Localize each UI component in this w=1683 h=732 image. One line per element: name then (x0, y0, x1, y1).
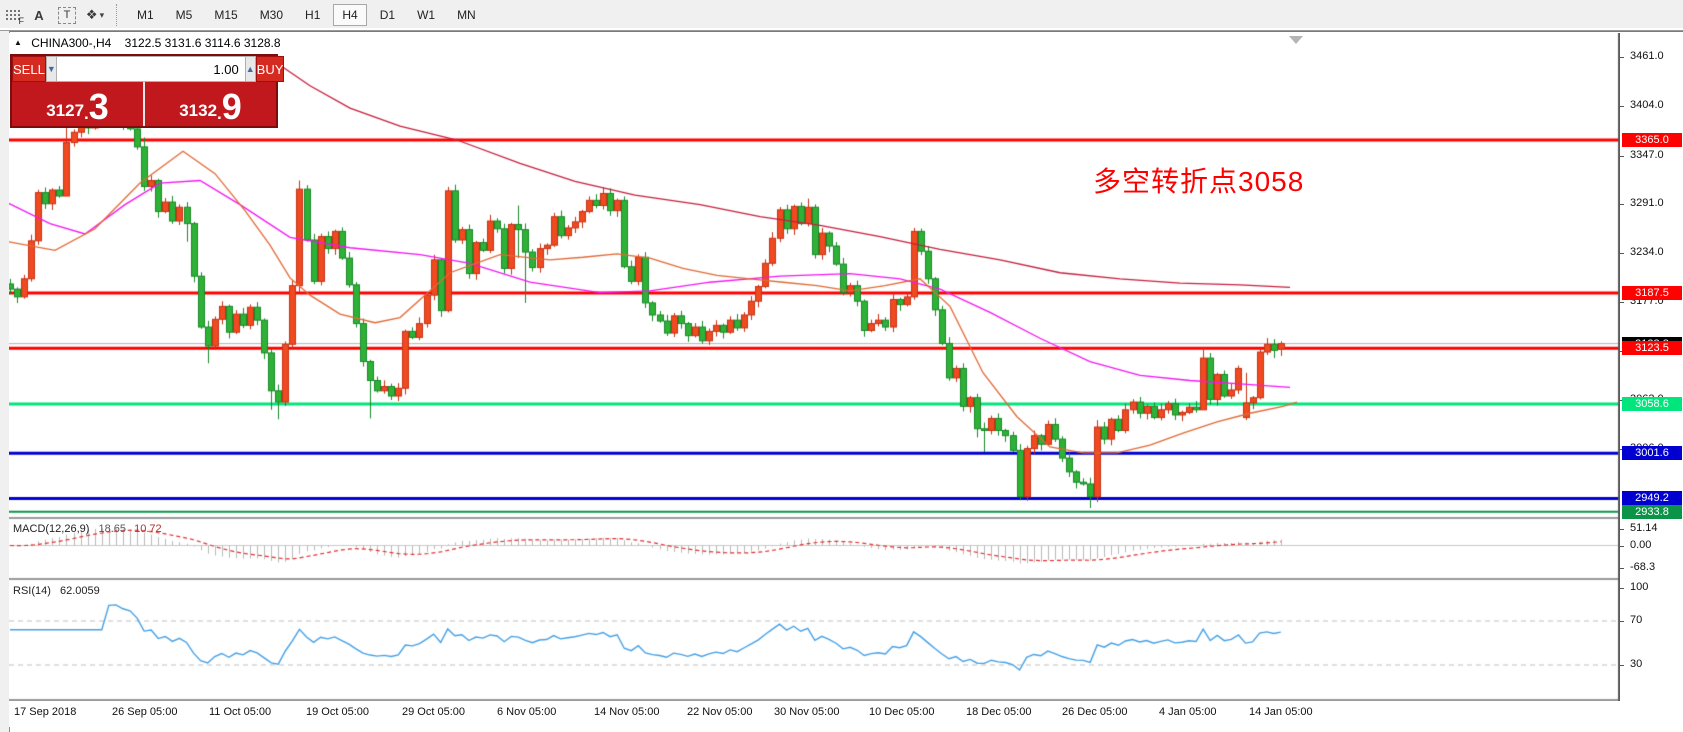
toolbar-separator (116, 4, 118, 26)
price-axis[interactable]: 3461.03404.03347.03291.03234.03177.03120… (1619, 33, 1683, 701)
volume-input[interactable] (56, 56, 245, 82)
macd-indicator-label: MACD(12,26,9) 18.65 10.72 (13, 523, 162, 535)
date-tick-label: 30 Nov 05:00 (774, 706, 840, 718)
symbol-period-label: CHINA300-,H4 (31, 36, 112, 50)
price-line-flag: 2933.8 (1622, 504, 1682, 519)
date-tick-label: 29 Oct 05:00 (402, 706, 465, 718)
date-tick-label: 22 Nov 05:00 (687, 706, 753, 718)
text-box-tool-icon[interactable]: T (58, 6, 76, 24)
date-tick-label: 11 Oct 05:00 (209, 706, 272, 718)
macd-name: MACD(12,26,9) (13, 523, 90, 535)
date-tick-label: 26 Dec 05:00 (1062, 706, 1128, 718)
timeframe-button-m1[interactable]: M1 (137, 8, 154, 22)
chart-title: ▲ CHINA300-,H4 3122.5 3131.6 3114.6 3128… (14, 36, 281, 50)
toolbar: F A T ❖ ▾ M1 M5 M15 M30 H1 H4 D1 W1 MN (0, 0, 1683, 31)
date-tick-label: 17 Sep 2018 (14, 706, 77, 718)
fibonacci-letter: F (18, 16, 25, 26)
sell-price-dot: . (84, 104, 89, 123)
collapse-arrow-icon[interactable]: ▲ (14, 38, 22, 47)
rsi-name: RSI(14) (13, 585, 51, 597)
price-line-flag: 2949.2 (1622, 491, 1682, 506)
axis-tick-label: 100 (1630, 581, 1649, 593)
date-tick-label: 6 Nov 05:00 (497, 706, 557, 718)
date-tick-label: 26 Sep 05:00 (112, 706, 178, 718)
date-tick-label: 19 Oct 05:00 (306, 706, 369, 718)
timeframe-button-w1[interactable]: W1 (417, 8, 436, 22)
date-tick-label: 4 Jan 05:00 (1159, 706, 1217, 718)
arrows-tool-icon[interactable]: ❖ ▾ (82, 3, 108, 27)
timeframe-button-m15[interactable]: M15 (214, 8, 238, 22)
date-tick-label: 10 Dec 05:00 (869, 706, 935, 718)
timeframe-button-h1[interactable]: H1 (305, 8, 321, 22)
arrows-glyph-icon: ❖ (85, 7, 98, 22)
sell-price-int: 3127 (46, 101, 85, 120)
axis-tick-label: 3461.0 (1630, 50, 1664, 63)
buy-price-button[interactable]: 3132 . 9 (145, 82, 276, 126)
chart-text-annotation: 多空转折点3058 (1093, 166, 1305, 197)
price-line-flag: 3187.5 (1622, 286, 1682, 300)
axis-tick-label: 0.00 (1630, 538, 1652, 551)
timeframe-button-h4[interactable]: H4 (333, 4, 367, 26)
fibonacci-tool-icon[interactable]: F (0, 3, 26, 27)
date-tick-label: 14 Jan 05:00 (1249, 706, 1313, 718)
sell-price-frac: 3 (88, 86, 109, 127)
buy-price-int: 3132 (179, 101, 218, 120)
axis-tick-label: 3291.0 (1630, 196, 1664, 209)
chevron-down-icon: ▾ (99, 9, 105, 20)
timeframe-button-m30[interactable]: M30 (259, 8, 284, 22)
timeframe-group: M1 M5 M15 M30 H1 H4 D1 W1 MN (126, 4, 487, 26)
axis-tick-label: 3234.0 (1630, 245, 1664, 258)
time-axis[interactable]: 17 Sep 2018 26 Sep 05:00 11 Oct 05:00 19 Oc… (9, 701, 1619, 727)
price-line-flag: 3123.5 (1622, 341, 1682, 356)
price-line-flag: 3001.6 (1622, 446, 1682, 461)
chart-canvas[interactable] (9, 33, 1619, 701)
volume-increase-button[interactable]: ▲ (244, 56, 256, 82)
timeframe-button-m5[interactable]: M5 (175, 8, 193, 22)
text-label-tool-icon[interactable]: A (34, 7, 44, 23)
rsi-indicator-label: RSI(14) 62.0059 (13, 585, 100, 597)
sell-button[interactable]: SELL (12, 56, 46, 82)
axis-tick-label: 3404.0 (1630, 99, 1664, 112)
price-line-flag: 3365.0 (1622, 133, 1682, 147)
axis-tick-label: 30 (1630, 658, 1643, 670)
date-tick-label: 18 Dec 05:00 (966, 706, 1032, 718)
volume-decrease-button[interactable]: ▼ (45, 56, 57, 82)
rsi-value: 62.0059 (59, 585, 100, 597)
buy-price-frac: 9 (221, 86, 242, 127)
macd-signal-value: 10.72 (134, 523, 162, 535)
date-tick-label: 14 Nov 05:00 (594, 706, 660, 718)
one-click-trade-panel: SELL ▼ ▲ BUY 3127 . 3 3132 . 9 (10, 54, 285, 128)
macd-value: 18.65 (98, 523, 127, 535)
price-line-flag: 3058.6 (1622, 397, 1682, 412)
axis-tick-label: 51.14 (1630, 521, 1658, 534)
buy-button[interactable]: BUY (255, 56, 285, 82)
axis-tick-label: 3347.0 (1630, 148, 1664, 161)
axis-tick-label: 70 (1630, 614, 1643, 626)
buy-price-dot: . (217, 104, 222, 123)
ohlc-values: 3122.5 3131.6 3114.6 3128.8 (124, 36, 281, 50)
sell-price-button[interactable]: 3127 . 3 (12, 82, 145, 126)
dots-grid-icon (5, 9, 21, 21)
timeframe-button-mn[interactable]: MN (457, 8, 476, 22)
timeframe-button-d1[interactable]: D1 (379, 8, 396, 22)
scroll-end-marker-icon (1289, 36, 1303, 44)
axis-tick-label: -68.3 (1630, 561, 1656, 574)
